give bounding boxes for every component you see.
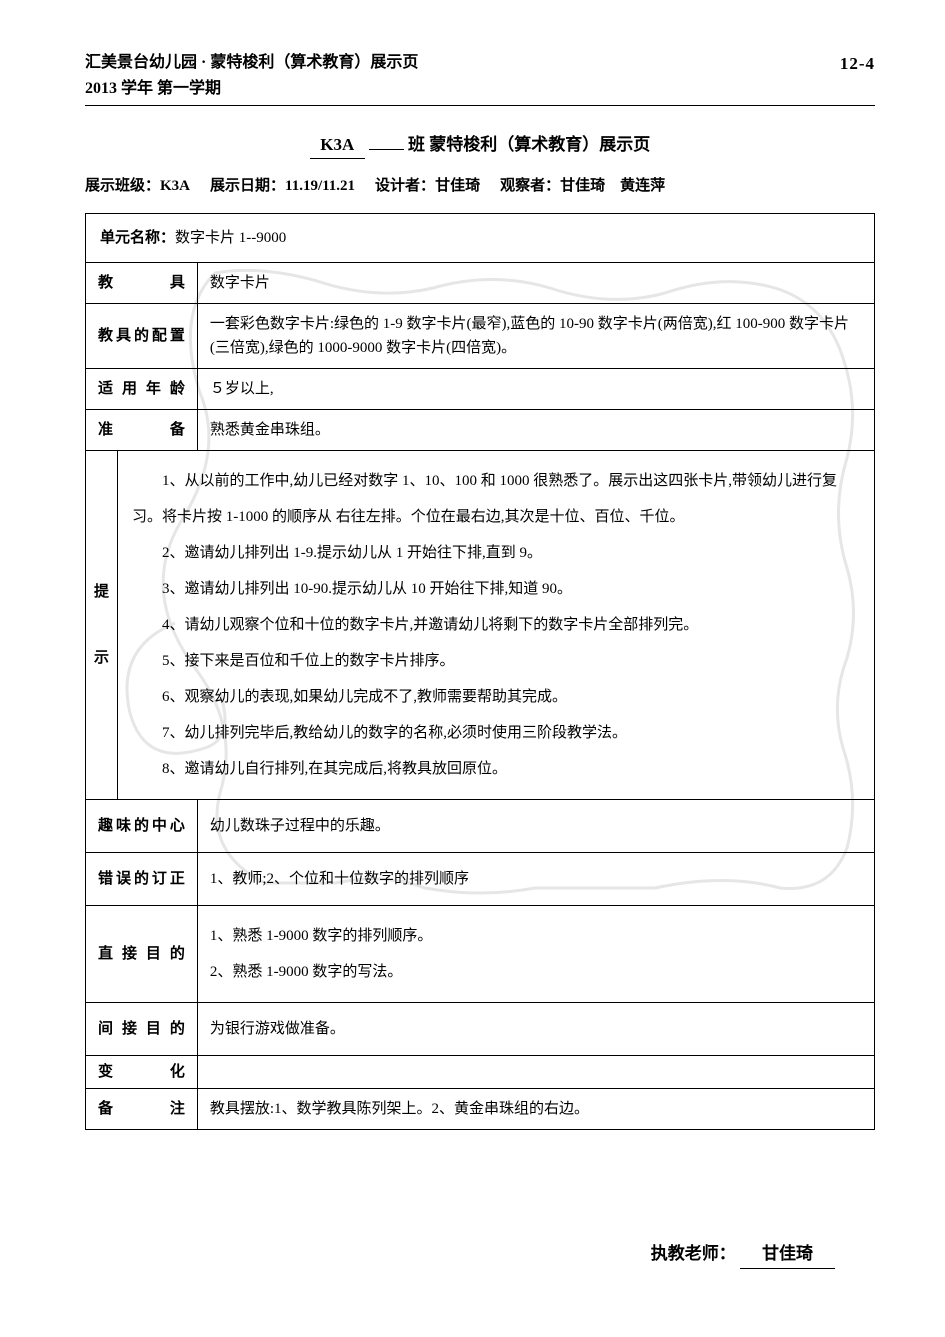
unit-label: 单元名称： [100, 230, 175, 246]
step-line: 1、从以前的工作中,幼儿已经对数字 1、10、100 和 1000 很熟悉了。展… [132, 463, 860, 535]
row-prep: 准备 熟悉黄金串珠组。 [86, 410, 875, 451]
tool-label: 教具 [86, 263, 198, 304]
step-line: 6、观察幼儿的表现,如果幼儿完成不了,教师需要帮助其完成。 [132, 679, 860, 715]
row-tool: 教具 数字卡片 [86, 263, 875, 304]
meta-class: 展示班级：K3A [85, 174, 190, 198]
page-number: 12-4 [840, 50, 875, 101]
row-variation: 变化 [86, 1056, 875, 1089]
meta-observer: 观察者：甘佳琦 黄连萍 [500, 174, 665, 198]
variation-value [197, 1056, 874, 1089]
interest-value: 幼儿数珠子过程中的乐趣。 [197, 800, 874, 853]
table-wrapper: 单元名称：数字卡片 1--9000 教具 数字卡片 教具的配置 一套彩色数字卡片… [85, 213, 875, 1130]
page-header: 汇美景台幼儿园 · 蒙特梭利（算术教育）展示页 2013 学年 第一学期 12-… [85, 50, 875, 106]
prep-value: 熟悉黄金串珠组。 [197, 410, 874, 451]
config-label: 教具的配置 [86, 304, 198, 369]
teacher-name: 甘佳琦 [740, 1240, 835, 1268]
error-label: 错误的订正 [86, 853, 198, 906]
row-direct: 直接目的 1、熟悉 1-9000 数字的排列顺序。 2、熟悉 1-9000 数字… [86, 906, 875, 1003]
title-suffix: 班 蒙特梭利（算术教育）展示页 [408, 135, 650, 154]
row-note: 备注 教具摆放:1、数学教具陈列架上。2、黄金串珠组的右边。 [86, 1089, 875, 1130]
age-value: ５岁以上, [197, 369, 874, 410]
row-config: 教具的配置 一套彩色数字卡片:绿色的 1-9 数字卡片(最窄),蓝色的 10-9… [86, 304, 875, 369]
meta-row: 展示班级：K3A 展示日期：11.19/11.21 设计者：甘佳琦 观察者：甘佳… [85, 174, 875, 198]
row-error: 错误的订正 1、教师;2、个位和十位数字的排列顺序 [86, 853, 875, 906]
teacher-label: 执教老师： [651, 1244, 736, 1263]
row-indirect: 间接目的 为银行游戏做准备。 [86, 1003, 875, 1056]
title-underline-post [369, 149, 404, 150]
row-interest: 趣味的中心 幼儿数珠子过程中的乐趣。 [86, 800, 875, 853]
row-age: 适用年龄 ５岁以上, [86, 369, 875, 410]
step-line: 8、邀请幼儿自行排列,在其完成后,将教具放回原位。 [132, 751, 860, 787]
header-line2: 2013 学年 第一学期 [85, 76, 418, 102]
header-left: 汇美景台幼儿园 · 蒙特梭利（算术教育）展示页 2013 学年 第一学期 [85, 50, 418, 101]
main-table: 单元名称：数字卡片 1--9000 教具 数字卡片 教具的配置 一套彩色数字卡片… [85, 213, 875, 1130]
header-line1: 汇美景台幼儿园 · 蒙特梭利（算术教育）展示页 [85, 50, 418, 76]
error-value: 1、教师;2、个位和十位数字的排列顺序 [197, 853, 874, 906]
step-line: 2、邀请幼儿排列出 1-9.提示幼儿从 1 开始往下排,直到 9。 [132, 535, 860, 571]
note-value: 教具摆放:1、数学教具陈列架上。2、黄金串珠组的右边。 [197, 1089, 874, 1130]
direct-value: 1、熟悉 1-9000 数字的排列顺序。 2、熟悉 1-9000 数字的写法。 [197, 906, 874, 1003]
step-line: 7、幼儿排列完毕后,教给幼儿的数字的名称,必须时使用三阶段教学法。 [132, 715, 860, 751]
note-label: 备注 [86, 1089, 198, 1130]
indirect-label: 间接目的 [86, 1003, 198, 1056]
indirect-value: 为银行游戏做准备。 [197, 1003, 874, 1056]
step-line: 3、邀请幼儿排列出 10-90.提示幼儿从 10 开始往下排,知道 90。 [132, 571, 860, 607]
steps-label: 提示 [86, 451, 118, 800]
interest-label: 趣味的中心 [86, 800, 198, 853]
tool-value: 数字卡片 [197, 263, 874, 304]
footer-signature: 执教老师： 甘佳琦 [85, 1240, 835, 1268]
prep-label: 准备 [86, 410, 198, 451]
page-title: K3A 班 蒙特梭利（算术教育）展示页 [85, 131, 875, 159]
meta-designer: 设计者：甘佳琦 [375, 174, 480, 198]
direct-label: 直接目的 [86, 906, 198, 1003]
unit-value: 数字卡片 1--9000 [175, 230, 286, 246]
title-class-code: K3A [310, 131, 365, 159]
steps-content: 1、从以前的工作中,幼儿已经对数字 1、10、100 和 1000 很熟悉了。展… [118, 451, 875, 800]
step-line: 4、请幼儿观察个位和十位的数字卡片,并邀请幼儿将剩下的数字卡片全部排列完。 [132, 607, 860, 643]
config-value: 一套彩色数字卡片:绿色的 1-9 数字卡片(最窄),蓝色的 10-90 数字卡片… [197, 304, 874, 369]
step-line: 5、接下来是百位和千位上的数字卡片排序。 [132, 643, 860, 679]
row-unit: 单元名称：数字卡片 1--9000 [86, 214, 875, 263]
row-steps: 提示 1、从以前的工作中,幼儿已经对数字 1、10、100 和 1000 很熟悉… [86, 451, 875, 800]
age-label: 适用年龄 [86, 369, 198, 410]
variation-label: 变化 [86, 1056, 198, 1089]
meta-date: 展示日期：11.19/11.21 [210, 174, 355, 198]
